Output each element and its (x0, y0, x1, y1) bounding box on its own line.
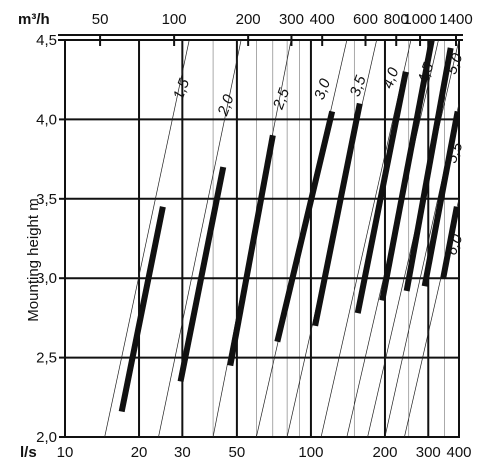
x-tick-label: 200 (372, 444, 397, 461)
curve-label: 2,5 (270, 85, 294, 112)
series-6-0 (404, 198, 459, 437)
top-tick-label: 50 (92, 11, 109, 28)
series-thick-segment (403, 47, 454, 292)
series-thin-line (104, 40, 190, 437)
series-thick-segment (379, 40, 435, 301)
series-4-0 (320, 40, 412, 437)
curve-label: 5,5 (443, 139, 466, 165)
top-tick-label: 200 (236, 11, 261, 28)
top-tick-label: 400 (310, 11, 335, 28)
top-tick-label: 100 (162, 11, 187, 28)
top-tick-label: 300 (279, 11, 304, 28)
top-axis-unit: m³/h (18, 11, 50, 28)
curve-labels: 1,5 2,0 2,5 3,0 3,5 4,0 4,5 5,0 5,5 6,0 (170, 51, 466, 258)
series-5-5 (384, 103, 459, 437)
y-tick-label: 3,0 (36, 270, 57, 287)
series-4-5 (346, 40, 439, 437)
x-tick-label: 400 (446, 444, 471, 461)
series-thick-segment (118, 206, 166, 413)
series-thick-segment (227, 134, 276, 367)
y-axis-label: Mounting height m (25, 198, 42, 321)
curve-label: 5,0 (443, 51, 466, 77)
top-tick-label: 600 (353, 11, 378, 28)
y-tick-label: 2,0 (36, 429, 57, 446)
x-tick-label: 50 (229, 444, 246, 461)
series-2-0 (158, 40, 242, 437)
curve-label: 2,0 (214, 92, 238, 119)
curve-label: 6,0 (443, 232, 466, 258)
series-thick-segment (421, 110, 459, 287)
y-tick-label: 4,5 (36, 32, 57, 49)
series-5-0 (367, 40, 459, 437)
curve-label: 3,5 (347, 73, 370, 99)
y-tick-label: 2,5 (36, 350, 57, 367)
series-thick-segment (440, 206, 459, 279)
x-tick-label: 300 (416, 444, 441, 461)
x-tick-label: 100 (298, 444, 323, 461)
series-layer (104, 40, 459, 437)
y-tick-label: 3,5 (36, 191, 57, 208)
series-1-5 (104, 40, 190, 437)
top-tick-label: 1000 (403, 11, 436, 28)
x-tick-label: 30 (174, 444, 191, 461)
top-tick-label: 1400 (439, 11, 472, 28)
series-thick-segment (177, 166, 227, 383)
curve-label: 4,0 (379, 65, 402, 91)
top-tick-label: 800 (384, 11, 409, 28)
curve-label: 3,0 (311, 76, 334, 102)
series-thick-segment (274, 110, 336, 343)
series-thick-segment (312, 102, 363, 327)
series-3-5 (286, 40, 377, 437)
series-thick-segment (354, 71, 409, 314)
x-tick-label: 10 (57, 444, 74, 461)
x-tick-label: 20 (131, 444, 148, 461)
plot-frame (58, 34, 463, 438)
series-thin-line (158, 40, 242, 437)
bottom-axis-unit: l/s (20, 444, 37, 461)
curve-label: 4,5 (414, 60, 437, 86)
curve-label: 1,5 (170, 76, 193, 102)
series-2-5 (212, 40, 292, 437)
y-tick-label: 4,0 (36, 111, 57, 128)
series-3-0 (256, 40, 348, 437)
